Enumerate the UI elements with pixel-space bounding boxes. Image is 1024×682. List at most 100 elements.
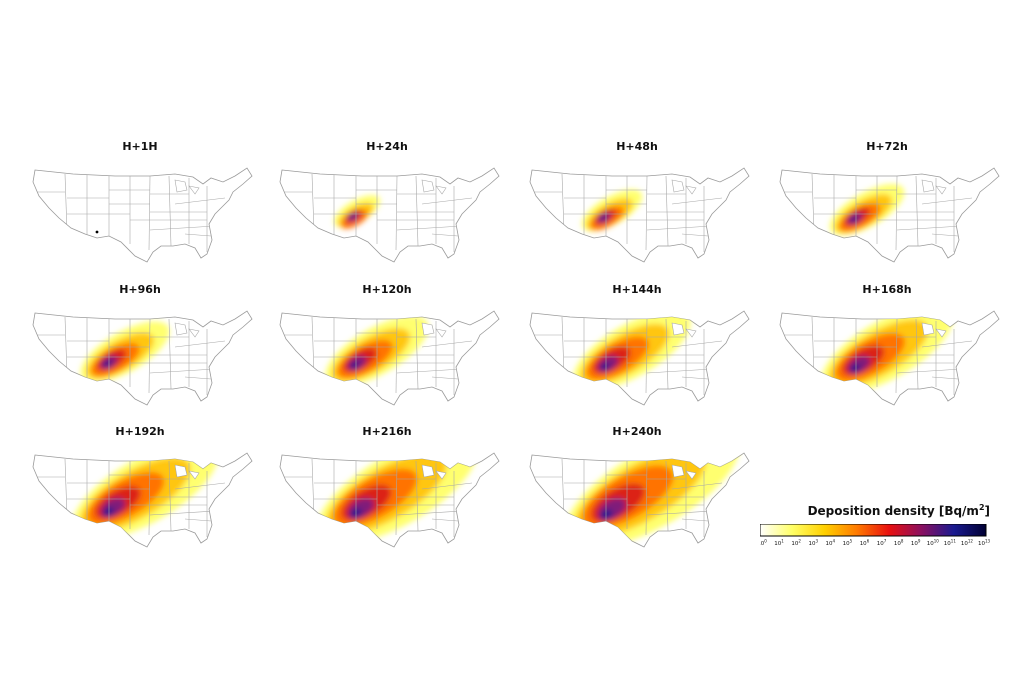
state-border xyxy=(184,233,212,237)
map-panel: H+144h xyxy=(522,283,752,423)
panel-title: H+1H xyxy=(122,140,158,153)
state-border xyxy=(665,175,669,247)
state-border xyxy=(149,510,216,516)
state-border xyxy=(415,175,419,247)
state-border xyxy=(665,460,669,532)
state-border xyxy=(148,460,151,536)
us-map xyxy=(529,310,750,406)
great-lakes xyxy=(174,464,200,480)
us-map xyxy=(32,310,253,406)
plume-layer xyxy=(599,215,607,222)
state-border xyxy=(681,518,709,522)
state-border xyxy=(395,460,398,536)
state-border xyxy=(311,173,315,233)
state-border xyxy=(148,318,151,394)
colorbar-gradient xyxy=(760,524,987,537)
plume xyxy=(829,183,905,236)
great-lakes xyxy=(671,464,697,480)
great-lakes xyxy=(174,322,200,338)
colorbar-tick-label: 1012 xyxy=(961,539,974,548)
state-border xyxy=(915,175,919,247)
colorbar: 100 101 102 103 104 105 106 107 108 109 1010 1011 10… xyxy=(760,524,990,548)
great-lakes xyxy=(671,179,697,195)
panel-title: H+24h xyxy=(366,140,408,153)
state-border xyxy=(184,376,212,380)
us-map xyxy=(279,310,500,406)
state-border xyxy=(415,318,419,390)
state-border xyxy=(184,518,212,522)
us-outline xyxy=(779,167,1000,263)
us-outline xyxy=(279,167,500,263)
map-panel: H+48h xyxy=(522,140,752,280)
state-border xyxy=(64,458,68,518)
state-border xyxy=(421,482,473,490)
state-border xyxy=(646,368,713,374)
plume-layer xyxy=(349,362,359,370)
state-border xyxy=(174,482,226,490)
state-border xyxy=(396,510,463,516)
great-lakes xyxy=(421,179,447,195)
us-map xyxy=(32,167,253,263)
state-border xyxy=(646,225,713,231)
state-border xyxy=(149,225,216,231)
plume-layer xyxy=(102,507,115,518)
state-border xyxy=(811,173,815,233)
state-border xyxy=(431,233,459,237)
legend-title: Deposition density [Bq/m2] xyxy=(807,503,990,518)
state-border xyxy=(915,318,919,390)
state-border xyxy=(64,316,68,376)
state-border xyxy=(431,518,459,522)
colorbar-tick-label: 1013 xyxy=(978,539,990,548)
plume xyxy=(821,311,953,395)
map-panel: H+96h xyxy=(25,283,255,423)
us-map xyxy=(279,452,500,548)
map-panel: H+168h xyxy=(772,283,1002,423)
state-border xyxy=(168,318,172,390)
state-border xyxy=(311,316,315,376)
state-border xyxy=(148,175,151,251)
state-border xyxy=(811,316,815,376)
panel-title: H+72h xyxy=(866,140,908,153)
panel-title: H+168h xyxy=(862,283,912,296)
state-border xyxy=(645,460,648,536)
colorbar-tick-label: 1011 xyxy=(944,539,957,548)
map-panel: H+1H xyxy=(25,140,255,280)
state-border xyxy=(149,368,216,374)
panel-title: H+96h xyxy=(119,283,161,296)
colorbar-tick-label: 106 xyxy=(860,539,870,548)
us-map xyxy=(279,167,500,263)
map-panel: H+72h xyxy=(772,140,1002,280)
great-lakes xyxy=(921,322,947,338)
state-border xyxy=(671,197,723,205)
us-map xyxy=(32,452,253,548)
state-border xyxy=(895,318,898,394)
colorbar-tick-label: 1010 xyxy=(927,539,940,548)
state-border xyxy=(64,173,68,233)
state-border xyxy=(645,175,648,251)
state-border xyxy=(921,340,973,348)
panel-title: H+240h xyxy=(612,425,662,438)
great-lakes xyxy=(174,179,200,195)
plume-layer xyxy=(599,363,610,372)
great-lakes xyxy=(421,464,447,480)
state-border xyxy=(396,368,463,374)
state-border xyxy=(645,318,648,394)
state-border xyxy=(421,340,473,348)
colorbar-tick-label: 107 xyxy=(877,539,887,548)
release-point xyxy=(95,230,99,234)
state-border xyxy=(681,376,709,380)
colorbar-tick-label: 108 xyxy=(894,539,904,548)
us-map xyxy=(779,167,1000,263)
panel-title: H+48h xyxy=(616,140,658,153)
state-border xyxy=(665,318,669,390)
state-border xyxy=(421,197,473,205)
state-border xyxy=(646,510,713,516)
state-border xyxy=(931,376,959,380)
colorbar-tick-label: 105 xyxy=(843,539,853,548)
map-panel: H+24h xyxy=(272,140,502,280)
us-map xyxy=(779,310,1000,406)
colorbar-tick-label: 104 xyxy=(826,539,836,548)
state-border xyxy=(681,233,709,237)
state-border xyxy=(395,318,398,394)
state-border xyxy=(931,233,959,237)
